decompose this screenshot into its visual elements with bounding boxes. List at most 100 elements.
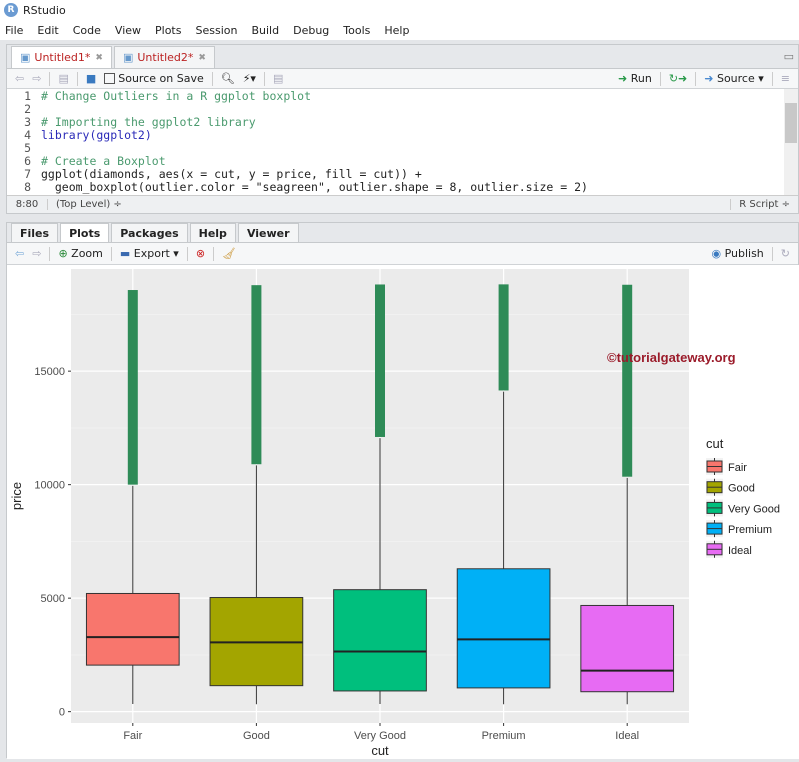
tab-untitled2[interactable]: ▣ Untitled2* ✖ [113,46,215,68]
close-icon[interactable]: ✖ [198,52,206,63]
legend-title: cut [706,436,724,451]
code-text: # Create a Boxplot [41,154,166,168]
y-tick-label: 15000 [34,366,65,378]
zoom-label: Zoom [71,247,103,260]
code-line: 6 # Create a Boxplot [7,155,798,168]
filetype-selector[interactable]: R Script ÷ [730,199,798,210]
box-premium [456,568,551,689]
cursor-position: 8:80 [15,199,39,210]
line-number: 4 [24,128,31,142]
y-axis-label: price [9,482,24,510]
vertical-scrollbar[interactable] [784,89,798,195]
zoom-button[interactable]: ⊕ Zoom [58,247,102,260]
app-title: RStudio [23,3,66,17]
x-tick-label: Good [243,730,270,742]
code-line: 4 library(ggplot2) [7,129,798,142]
menu-session[interactable]: Session [195,23,238,37]
menu-plots[interactable]: Plots [155,23,182,37]
x-tick-label: Very Good [354,730,406,742]
menu-view[interactable]: View [114,23,142,37]
outlier-points-very-good [375,284,385,437]
compile-report-icon[interactable]: ▤ [272,72,284,85]
line-number: 6 [24,154,31,168]
code-editor[interactable]: 1 # Change Outliers in a R ggplot boxplot… [7,89,798,195]
plots-pane-tabs: Files Plots Packages Help Viewer [7,223,798,243]
line-number: 3 [24,115,31,129]
code-text: # Change Outliers in a R ggplot boxplot [41,89,312,103]
close-icon[interactable]: ✖ [95,52,103,63]
zoom-icon: ⊕ [58,247,68,260]
tab-plots[interactable]: Plots [60,223,110,242]
box-very-good [333,589,427,692]
export-button[interactable]: ▬ Export ▾ [120,247,179,260]
run-label: Run [630,72,652,85]
box-fair [85,592,180,666]
x-tick-label: Fair [123,730,142,742]
menu-file[interactable]: File [5,23,24,37]
forward-icon[interactable]: ⇨ [32,72,42,85]
legend-label: Ideal [728,545,752,557]
export-label: Export ▾ [133,247,179,260]
menu-help[interactable]: Help [384,23,410,37]
back-icon[interactable]: ⇦ [15,72,25,85]
boxplot-chart: 0 5000 10000 15000 Fair Good Very Good Premium I… [9,269,780,758]
forward-icon[interactable]: ⇨ [32,247,42,260]
tab-help[interactable]: Help [189,223,236,242]
x-tick-label: Ideal [615,730,639,742]
tab-untitled1[interactable]: ▣ Untitled1* ✖ [11,46,112,68]
y-tick-label: 0 [59,707,65,719]
code-line: 1 # Change Outliers in a R ggplot boxplot [7,90,798,103]
menu-debug[interactable]: Debug [293,23,330,37]
x-tick-label: Premium [482,730,526,742]
run-icon: ➜ [618,72,628,85]
code-line: 8 geom_boxplot(outlier.color = "seagreen… [7,181,798,194]
plot-viewer: 0 5000 10000 15000 Fair Good Very Good Premium I… [7,265,799,759]
r-file-icon: ▣ [122,51,134,64]
legend-label: Very Good [728,503,780,515]
line-number: 5 [24,141,31,155]
source-editor-pane: ▣ Untitled1* ✖ ▣ Untitled2* ✖ ▭ ⇦ ⇨ ▤ ■ Sour… [6,44,799,214]
save-icon[interactable]: ■ [85,72,97,85]
source-button[interactable]: ➜ Source ▾ [704,72,764,85]
magic-wand-icon[interactable]: ⚡▾ [242,72,256,85]
editor-status-bar: 8:80 (Top Level) ÷ R Script ÷ [7,195,798,213]
tab-label: Untitled2* [137,51,194,64]
minimize-icon[interactable]: ▭ [783,50,794,63]
tab-files[interactable]: Files [11,223,59,242]
scope-selector[interactable]: (Top Level) ÷ [47,199,122,210]
outlier-points-premium [498,284,509,391]
show-in-window-icon[interactable]: ▤ [58,72,69,85]
code-text: # Importing the ggplot2 library [41,115,256,129]
remove-plot-icon[interactable]: ⊗ [195,247,206,260]
box-ideal [580,604,675,693]
source-on-save-checkbox[interactable]: Source on Save [104,72,204,85]
outline-icon[interactable]: ≡ [780,72,790,85]
publish-button[interactable]: ◉ Publish [711,247,763,260]
source-icon: ➜ [704,72,714,85]
rerun-icon[interactable]: ↻➜ [668,72,688,85]
tab-packages[interactable]: Packages [111,223,188,242]
code-line: 2 [7,103,798,116]
plots-pane: Files Plots Packages Help Viewer ⇦ ⇨ ⊕ Zoom … [6,222,799,759]
menu-build[interactable]: Build [251,23,280,37]
tab-viewer[interactable]: Viewer [237,223,299,242]
search-icon[interactable]: 🔍︎ [220,72,235,85]
clear-all-broom-icon[interactable]: 🧹︎ [222,247,236,260]
menu-code[interactable]: Code [72,23,101,37]
source-on-save-label: Source on Save [118,72,204,85]
run-button[interactable]: ➜ Run [618,72,652,85]
menu-edit[interactable]: Edit [37,23,59,37]
legend-label: Premium [728,524,772,536]
editor-toolbar: ⇦ ⇨ ▤ ■ Source on Save 🔍︎ ⚡▾ ▤ ➜ Run ↻➜ … [7,69,798,89]
code-line: 3 # Importing the ggplot2 library [7,116,798,129]
line-number: 1 [24,89,31,103]
y-tick-label: 10000 [34,480,65,492]
x-axis-label: cut [371,743,389,758]
export-icon: ▬ [119,247,131,260]
menu-tools[interactable]: Tools [343,23,371,37]
refresh-icon[interactable]: ↻ [780,247,790,260]
legend-label: Good [728,483,755,495]
rstudio-logo-icon: R [4,3,18,17]
back-icon[interactable]: ⇦ [15,247,25,260]
code-text: library(ggplot2) [41,128,152,142]
